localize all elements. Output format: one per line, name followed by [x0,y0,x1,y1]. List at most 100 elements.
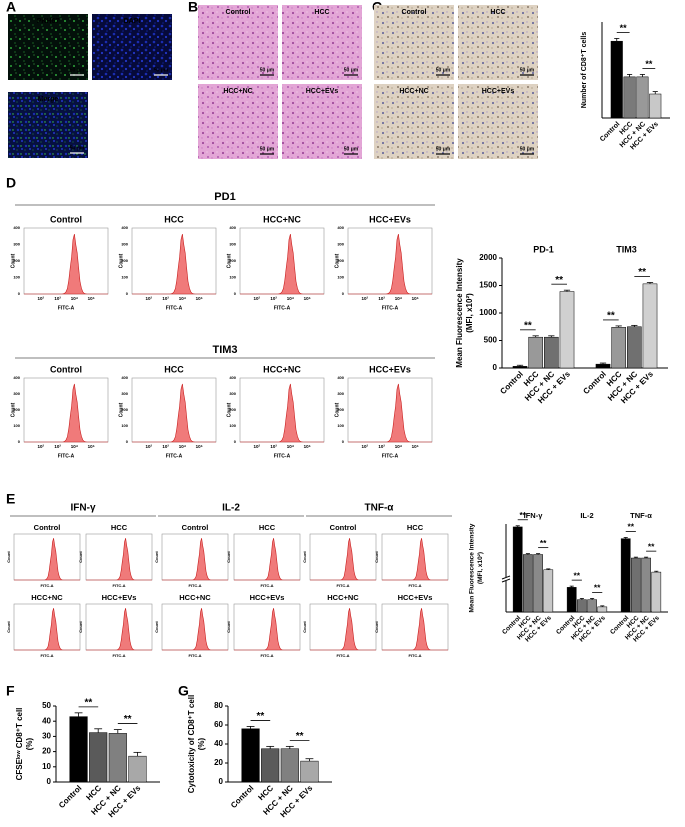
micrograph [92,14,172,80]
hist-x-label: FITC-A [260,583,273,588]
histogram-peak [382,538,448,581]
marker-title: IFN-γ [71,503,96,514]
group-title: HCC+EVs [250,593,285,602]
y-axis-title: Cytotoxicity of CD8⁺T cell [187,695,196,793]
micrograph [458,84,538,159]
bar [566,587,577,613]
micrograph [374,84,454,159]
hist-x-label: FITC-A [58,453,75,459]
y-tick-label: 0 [493,363,498,372]
hist-y-label: Count [374,551,379,563]
scale-label: 50 μm [260,146,275,152]
panel-label: D [6,175,16,191]
hist-x-label: FITC-A [166,453,183,459]
hist-x-tick: 10³ [162,444,169,449]
hist-x-tick: 10⁴ [179,296,186,301]
hist-x-tick: 10³ [54,296,61,301]
histogram-frame [131,227,217,295]
y-tick-label: 10 [42,762,51,771]
scale-label: 50 μm [344,146,359,152]
bar [108,733,127,783]
y-tick-label: 30 [42,732,51,741]
hist-x-tick: 10³ [270,444,277,449]
group-title: Control [330,523,357,532]
y-tick-label: 1000 [479,308,497,317]
micrograph [8,92,88,158]
bar [261,748,280,783]
hist-y-label: Count [10,402,16,417]
significance-label: ** [648,541,655,551]
image-label: HCC+EVs [306,88,339,95]
significance-label: ** [645,59,653,69]
micrograph [282,84,362,159]
hist-y-label: Count [334,253,340,268]
hist-y-tick: 0 [18,291,21,296]
bar [512,366,528,369]
hist-y-label: Count [6,621,11,633]
hist-x-tick: 10² [362,444,369,449]
panel-label: B [188,0,198,15]
bar [544,336,559,369]
hist-y-tick: 200 [13,258,20,263]
histogram-peak [24,383,108,443]
bar [597,606,608,613]
series-name: PD-1 [533,244,554,254]
histogram-peak [132,234,216,295]
group-title: HCC+NC [31,593,63,602]
hist-x-tick: 10⁴ [395,296,402,301]
hist-y-label: Count [154,551,159,563]
hist-y-tick: 100 [13,275,20,280]
hist-y-label: Count [374,621,379,633]
histogram-peak [14,608,80,651]
hist-y-label: Count [154,621,159,633]
hist-y-tick: 400 [337,375,344,380]
hist-x-tick: 10⁵ [196,296,203,301]
bar [241,728,260,783]
row-title: TIM3 [212,344,237,356]
significance-label: ** [296,731,304,742]
hist-x-tick: 10³ [270,296,277,301]
y-tick-label: 1500 [479,281,497,290]
hist-y-tick: 300 [13,391,20,396]
bar [620,538,631,613]
micrograph [282,5,362,80]
hist-x-tick: 10⁵ [88,444,95,449]
scale-label: 50 μm [436,146,451,152]
significance-label: ** [555,275,563,286]
bar [649,93,662,119]
hist-x-tick: 10² [362,296,369,301]
histogram-frame [233,603,301,651]
y-axis-title: (MFI, x10²) [465,293,474,333]
axis-break [501,575,511,580]
hist-x-label: FITC-A [408,653,421,658]
significance-label: ** [519,510,526,520]
x-tick-label: Control [581,370,607,396]
histogram-frame [13,533,81,581]
hist-y-tick: 0 [126,439,129,444]
group-title: Control [50,364,82,374]
hist-y-tick: 400 [229,375,236,380]
hist-y-tick: 0 [234,439,237,444]
histogram-peak [348,383,432,443]
histogram-frame [381,533,449,581]
hist-y-tick: 200 [13,407,20,412]
histogram-frame [239,377,325,443]
panel-label: E [6,491,15,507]
significance-label: ** [627,522,634,532]
bar [69,716,88,783]
hist-x-tick: 10² [254,296,261,301]
hist-y-tick: 0 [342,439,345,444]
y-axis-title: (%) [197,737,206,750]
bar [523,554,533,613]
bar [631,557,641,613]
hist-x-tick: 10⁵ [304,444,311,449]
group-title: HCC+NC [179,593,211,602]
hist-x-label: FITC-A [260,653,273,658]
bar [623,76,636,119]
hist-y-tick: 200 [229,258,236,263]
panel-label: A [6,0,16,15]
hist-y-label: Count [78,621,83,633]
hist-x-label: FITC-A [382,453,399,459]
scale-label: 50 μm [344,67,359,73]
hist-x-tick: 10⁴ [287,444,294,449]
